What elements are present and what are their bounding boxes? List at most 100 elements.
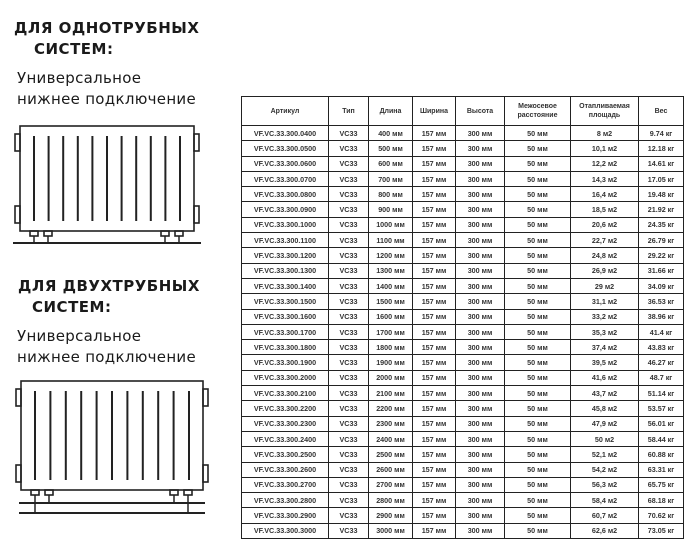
table-cell: 50 мм xyxy=(504,155,571,172)
table-cell: 1300 мм xyxy=(368,262,413,279)
mount-bracket xyxy=(15,464,22,483)
table-row: VF.VC.33.300.0500 VC33 500 мм 157 мм 300 мм 5… xyxy=(241,140,684,157)
table-cell: 21.92 кг xyxy=(638,201,684,218)
mount-bracket xyxy=(14,205,21,224)
table-cell: VF.VC.33.300.2300 xyxy=(241,415,329,432)
table-cell: 26.79 кг xyxy=(638,232,684,249)
table-cell: VC33 xyxy=(328,170,369,188)
table-cell: VC33 xyxy=(328,277,369,295)
table-cell: 1900 мм xyxy=(368,354,413,371)
table-cell: 300 мм xyxy=(455,461,505,478)
table-cell: VF.VC.33.300.1600 xyxy=(241,308,329,325)
table-cell: 300 мм xyxy=(455,400,505,417)
table-cell: 50 мм xyxy=(504,476,571,494)
table-cell: 50 м2 xyxy=(570,430,639,448)
table-cell: VF.VC.33.300.0700 xyxy=(241,170,329,188)
table-cell: 56.01 кг xyxy=(638,415,684,432)
table-cell: 300 мм xyxy=(455,277,505,295)
table-cell: 300 мм xyxy=(455,507,505,524)
table-cell: 300 мм xyxy=(455,155,505,172)
table-cell: 157 мм xyxy=(412,308,456,325)
table-cell: VC33 xyxy=(328,293,369,310)
table-cell: 50 мм xyxy=(504,400,571,417)
table-row: VF.VC.33.300.1300 VC33 1300 мм 157 мм 300 мм… xyxy=(241,262,684,279)
table-cell: VC33 xyxy=(328,155,369,172)
table-cell: 12,2 м2 xyxy=(570,155,639,172)
table-cell: 157 мм xyxy=(412,339,456,356)
table-cell: VF.VC.33.300.2000 xyxy=(241,369,329,387)
mount-bracket xyxy=(14,133,21,152)
table-cell: 31,1 м2 xyxy=(570,293,639,310)
table-cell: 50 мм xyxy=(504,385,571,402)
pipe-connector xyxy=(174,230,184,237)
table-cell: 70.62 кг xyxy=(638,507,684,524)
table-cell: 48.7 кг xyxy=(638,369,684,387)
table-cell: 58.44 кг xyxy=(638,430,684,448)
table-cell: VC33 xyxy=(328,400,369,417)
table-cell: VC33 xyxy=(328,461,369,478)
table-cell: VC33 xyxy=(328,140,369,157)
table-cell: 300 мм xyxy=(455,369,505,387)
pipe-connector xyxy=(30,489,40,496)
table-cell: 58,4 м2 xyxy=(570,492,639,509)
table-cell: VC33 xyxy=(328,385,369,402)
table-cell: 157 мм xyxy=(412,262,456,279)
table-cell: 60,7 м2 xyxy=(570,507,639,524)
column-header: Отапливаемая площадь xyxy=(570,96,639,126)
table-cell: VC33 xyxy=(328,354,369,371)
table-row: VF.VC.33.300.2300 VC33 2300 мм 157 мм 300 мм… xyxy=(241,415,684,432)
table-cell: 50 мм xyxy=(504,522,571,539)
mount-bracket xyxy=(193,205,200,224)
table-row: VF.VC.33.300.0600 VC33 600 мм 157 мм 300 мм 5… xyxy=(241,155,684,172)
table-cell: VF.VC.33.300.1500 xyxy=(241,293,329,310)
table-row: VF.VC.33.300.1400 VC33 1400 мм 157 мм 300 мм… xyxy=(241,277,684,295)
table-cell: 36.53 кг xyxy=(638,293,684,310)
table-cell: 20,6 м2 xyxy=(570,216,639,234)
title-line: СИСТЕМ: xyxy=(34,40,114,58)
mount-bracket xyxy=(202,388,209,407)
table-cell: VF.VC.33.300.2100 xyxy=(241,385,329,402)
table-cell: 2600 мм xyxy=(368,461,413,478)
table-cell: 24,8 м2 xyxy=(570,247,639,264)
table-cell: 157 мм xyxy=(412,492,456,509)
table-cell: 38.96 кг xyxy=(638,308,684,325)
table-cell: 157 мм xyxy=(412,385,456,402)
table-cell: 157 мм xyxy=(412,124,456,142)
table-cell: VC33 xyxy=(328,262,369,279)
table-cell: 157 мм xyxy=(412,446,456,463)
table-cell: 50 мм xyxy=(504,293,571,310)
table-cell: VC33 xyxy=(328,232,369,249)
table-cell: 34.09 кг xyxy=(638,277,684,295)
table-cell: VF.VC.33.300.2200 xyxy=(241,400,329,417)
table-cell: 157 мм xyxy=(412,201,456,218)
table-row: VF.VC.33.300.2500 VC33 2500 мм 157 мм 300 мм… xyxy=(241,446,684,463)
table-cell: 50 мм xyxy=(504,201,571,218)
table-cell: 50 мм xyxy=(504,492,571,509)
table-cell: 68.18 кг xyxy=(638,492,684,509)
table-row: VF.VC.33.300.1000 VC33 1000 мм 157 мм 300 мм… xyxy=(241,216,684,234)
table-row: VF.VC.33.300.0900 VC33 900 мм 157 мм 300 мм 5… xyxy=(241,201,684,218)
table-cell: 39,5 м2 xyxy=(570,354,639,371)
table-cell: VF.VC.33.300.1400 xyxy=(241,277,329,295)
table-cell: 2300 мм xyxy=(368,415,413,432)
table-row: VF.VC.33.300.2900 VC33 2900 мм 157 мм 300 мм… xyxy=(241,507,684,524)
table-cell: 50 мм xyxy=(504,308,571,325)
table-cell: VF.VC.33.300.1000 xyxy=(241,216,329,234)
table-cell: 43.83 кг xyxy=(638,339,684,356)
table-cell: 16,4 м2 xyxy=(570,186,639,203)
table-cell: 157 мм xyxy=(412,216,456,234)
table-cell: 50 мм xyxy=(504,446,571,463)
table-cell: 157 мм xyxy=(412,354,456,371)
table-cell: 22,7 м2 xyxy=(570,232,639,249)
table-cell: 29 м2 xyxy=(570,277,639,295)
subtitle-line: Универсальное xyxy=(17,69,142,87)
column-header: Артикул xyxy=(241,96,329,126)
table-cell: 50 мм xyxy=(504,369,571,387)
table-row: VF.VC.33.300.0800 VC33 800 мм 157 мм 300 мм 5… xyxy=(241,186,684,203)
section-1-title: ДЛЯ ОДНОТРУБНЫХ СИСТЕМ: xyxy=(14,18,199,60)
table-cell: 73.05 кг xyxy=(638,522,684,539)
table-cell: VF.VC.33.300.0600 xyxy=(241,155,329,172)
table-cell: 700 мм xyxy=(368,170,413,188)
table-row: VF.VC.33.300.2400 VC33 2400 мм 157 мм 300 мм… xyxy=(241,430,684,448)
table-cell: VC33 xyxy=(328,446,369,463)
